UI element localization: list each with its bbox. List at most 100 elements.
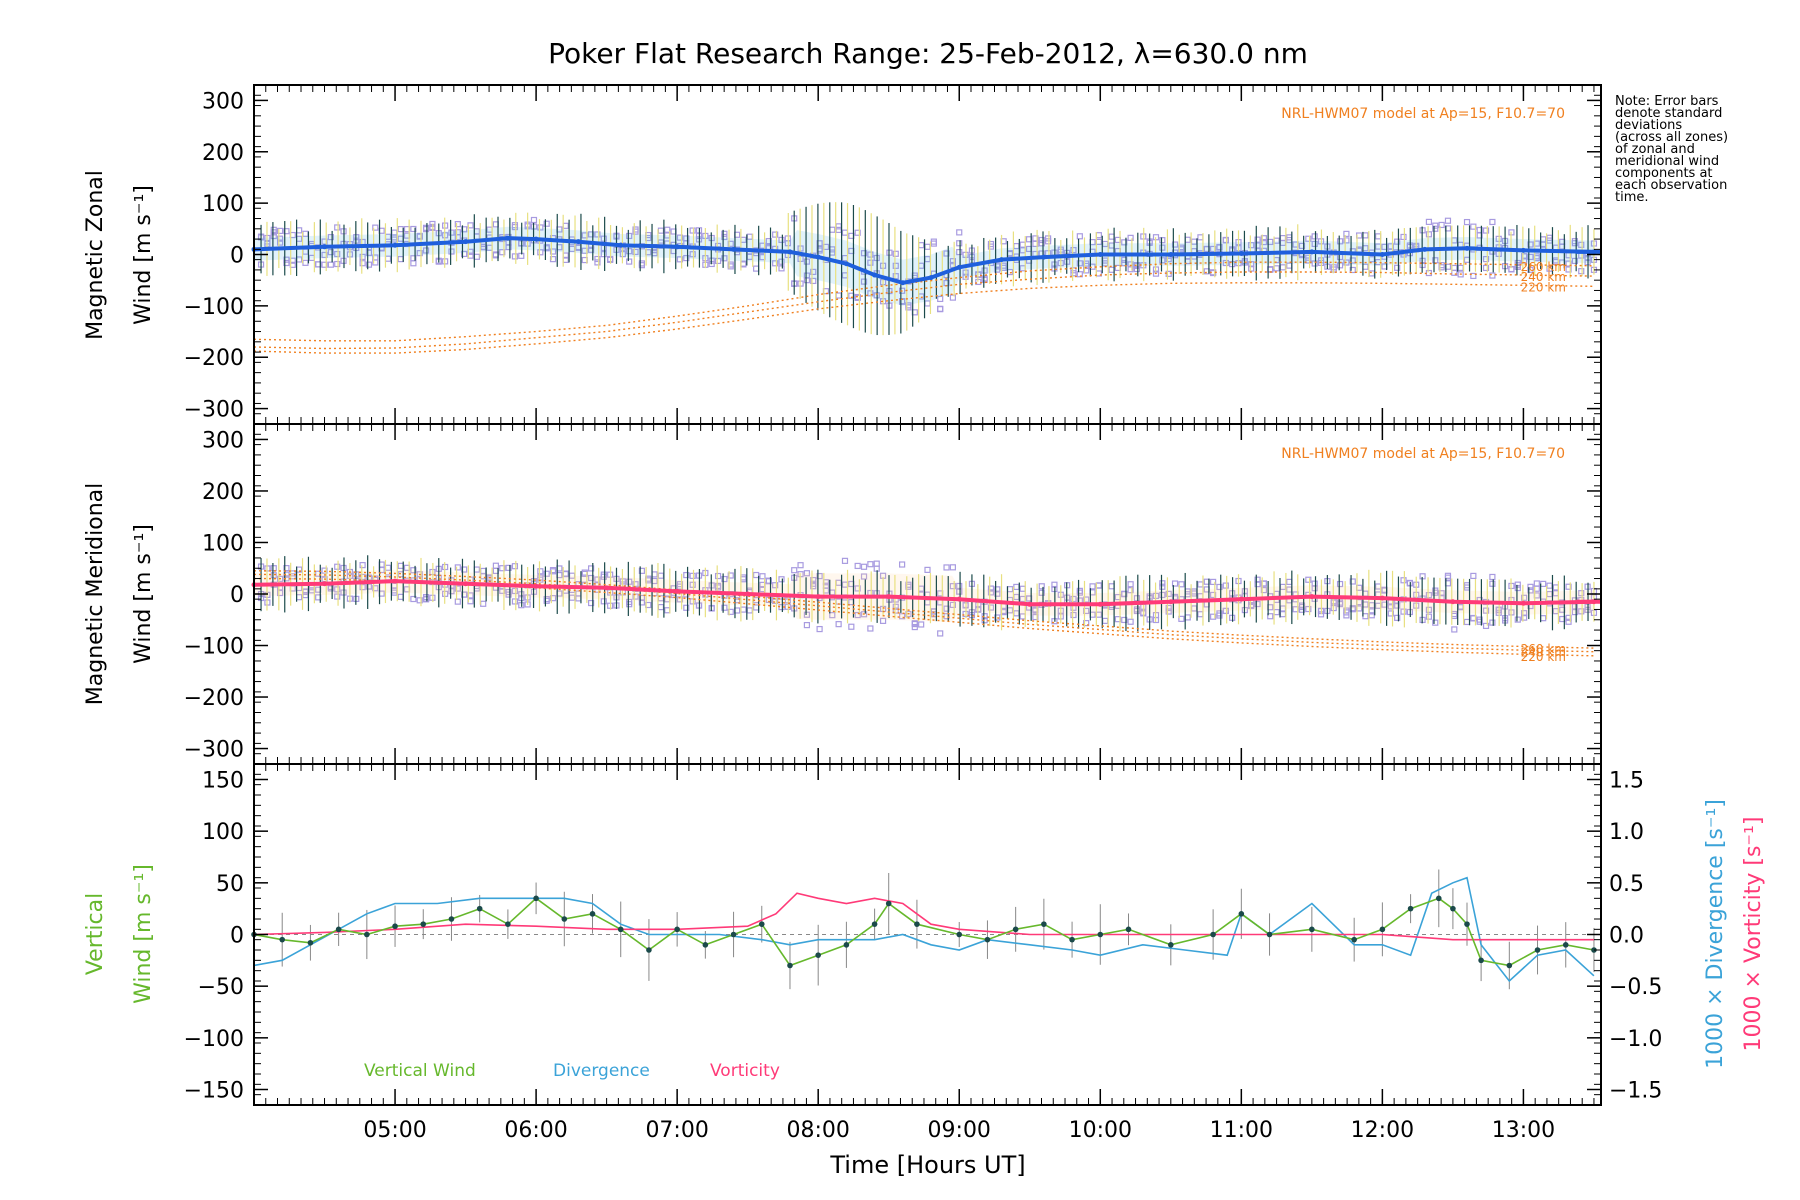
zone-sample-marker	[1514, 259, 1521, 267]
zone-sample-marker	[1121, 616, 1128, 624]
zone-sample-marker	[1210, 613, 1217, 620]
zone-sample-marker	[1298, 242, 1306, 250]
meridional-ylabel-line2: Wind [m s⁻¹]	[131, 524, 156, 664]
vertical-wind-point	[476, 905, 483, 912]
zone-sample-marker	[283, 575, 290, 582]
y-tick-label: 300	[202, 89, 244, 114]
zone-sample-marker	[1387, 610, 1394, 617]
zone-sample-marker	[632, 228, 639, 235]
vertical-wind-point	[1097, 931, 1104, 938]
zone-sample-marker	[1425, 218, 1433, 225]
vertical-wind-point	[885, 900, 892, 907]
wind-point	[1450, 599, 1456, 605]
y-tick-label: 200	[202, 141, 244, 166]
zone-sample-marker	[835, 292, 842, 299]
zone-sample-marker	[638, 594, 645, 602]
vertical-wind-point	[1407, 905, 1414, 912]
zone-sample-marker	[461, 591, 468, 598]
zone-sample-marker	[1362, 232, 1369, 239]
vertical-wind-point	[758, 921, 765, 927]
legend-divergence: Divergence	[553, 1061, 650, 1081]
zone-sample-marker	[905, 583, 912, 590]
note-line: deviations	[1615, 118, 1683, 133]
zone-sample-marker	[943, 605, 950, 612]
y-tick-label: 0	[230, 583, 244, 608]
zone-sample-marker	[854, 229, 861, 236]
zone-sample-marker	[835, 226, 842, 234]
zone-sample-marker	[384, 255, 392, 262]
vertical-wind-point	[505, 921, 511, 927]
zone-sample-marker	[1540, 615, 1547, 622]
zone-sample-marker	[549, 567, 557, 574]
zone-sample-marker	[829, 226, 836, 233]
vertical-wind-point	[589, 911, 596, 917]
zone-sample-marker	[841, 229, 849, 236]
zone-sample-marker	[759, 573, 766, 580]
zone-sample-marker	[860, 250, 868, 257]
x-tick-label: 08:00	[786, 1118, 849, 1143]
wind-point	[745, 591, 751, 597]
wind-point	[1309, 249, 1315, 255]
model-altitude-label: 240 km	[1521, 646, 1566, 660]
model-altitude-label: 260 km	[1521, 260, 1566, 274]
zone-sample-marker	[1216, 583, 1223, 591]
vertical-wind-point	[956, 931, 963, 938]
zone-sample-marker	[334, 224, 341, 231]
zone-sample-marker	[359, 584, 366, 591]
y-tick-label: 100	[202, 192, 244, 217]
zone-sample-marker	[600, 235, 607, 242]
zone-sample-marker	[1083, 596, 1090, 603]
zone-sample-marker	[1127, 234, 1134, 241]
zone-sample-marker	[1121, 590, 1128, 597]
zonal-ylabel-line1: Magnetic Zonal	[83, 170, 108, 340]
zone-sample-marker	[740, 576, 747, 583]
vertical-wind-point	[1210, 931, 1216, 938]
vertical-wind-point	[1041, 921, 1047, 927]
vertical-wind-point	[533, 895, 539, 902]
zone-sample-marker	[1578, 268, 1585, 275]
zone-sample-marker	[1540, 580, 1547, 587]
zone-sample-marker	[1349, 605, 1356, 612]
wind-point	[322, 244, 328, 250]
zone-sample-marker	[949, 601, 956, 609]
zone-sample-marker	[270, 572, 277, 579]
zone-sample-marker	[657, 604, 665, 611]
zone-sample-marker	[867, 290, 874, 297]
wind-point	[674, 244, 680, 250]
zone-sample-marker	[1197, 611, 1204, 618]
zone-sample-marker	[626, 248, 633, 255]
zone-sample-marker	[772, 597, 779, 604]
zone-sample-marker	[937, 295, 944, 303]
zone-sample-marker	[1425, 231, 1433, 238]
zone-sample-marker	[778, 576, 785, 583]
zone-sample-marker	[664, 607, 671, 614]
zone-sample-marker	[1565, 583, 1572, 590]
zone-sample-marker	[803, 621, 811, 629]
zone-sample-marker	[1127, 261, 1134, 268]
zone-sample-marker	[1521, 594, 1528, 601]
zone-sample-marker	[994, 266, 1001, 273]
y-tick-label: −100	[184, 295, 244, 320]
vertical-wind-point	[1309, 926, 1315, 933]
note-line: meridional wind	[1615, 154, 1720, 169]
zone-sample-marker	[1400, 577, 1407, 584]
zone-sample-marker	[1527, 266, 1534, 273]
zone-sample-marker	[765, 238, 772, 245]
zone-sample-marker	[1248, 265, 1255, 272]
zone-sample-marker	[1076, 233, 1083, 240]
vertical-wind-point	[1266, 931, 1273, 938]
wind-point	[1041, 254, 1047, 260]
zone-sample-marker	[1571, 608, 1579, 616]
model-profile-line	[253, 271, 1594, 350]
zone-sample-marker	[1470, 272, 1477, 280]
legend-vorticity: Vorticity	[710, 1061, 780, 1081]
wind-point	[900, 280, 906, 286]
zone-sample-marker	[892, 603, 899, 610]
zone-sample-marker	[683, 254, 690, 262]
zone-sample-marker	[1527, 583, 1534, 590]
zone-sample-marker	[1343, 230, 1350, 237]
zone-sample-marker	[1133, 595, 1141, 602]
zone-sample-marker	[981, 617, 988, 624]
zone-sample-marker	[1254, 236, 1261, 243]
zone-sample-marker	[1425, 592, 1433, 599]
